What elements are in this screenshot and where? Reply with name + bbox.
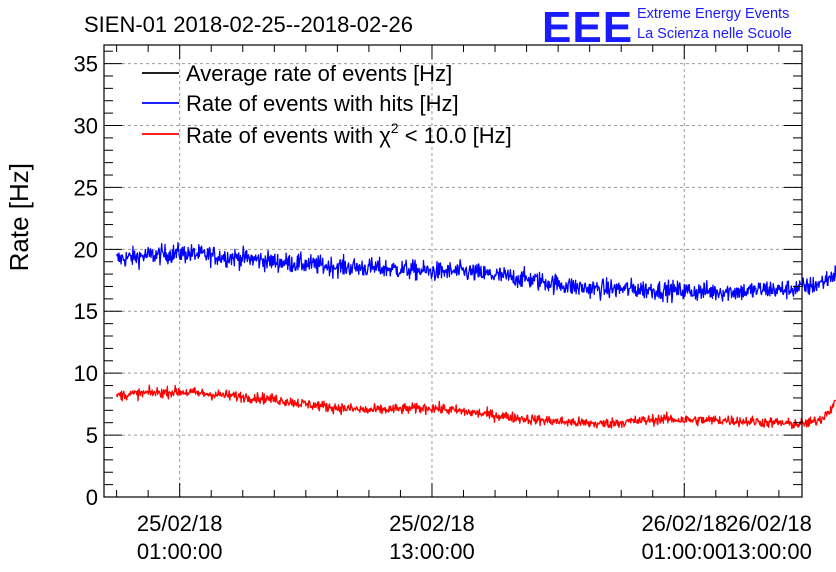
logo-line-1: Extreme Energy Events bbox=[637, 6, 789, 22]
chart-title: SIEN-01 2018-02-25--2018-02-26 bbox=[84, 12, 413, 37]
logo-mark: EEE bbox=[542, 3, 633, 52]
axes bbox=[103, 44, 803, 498]
y-tick-label: 30 bbox=[74, 113, 98, 138]
x-tick-label-date: 26/02/18 bbox=[641, 511, 727, 536]
y-tick-labels: 0 5 10 15 20 25 30 35 bbox=[74, 52, 98, 510]
x-tick-labels: 25/02/18 01:00:00 25/02/18 13:00:00 26/02/18… bbox=[137, 511, 812, 564]
x-tick-label-time: 13:00:00 bbox=[726, 539, 812, 564]
x-tick-label-time: 01:00:00 bbox=[137, 539, 223, 564]
y-axis-label: Rate [Hz] bbox=[4, 163, 34, 271]
x-tick-label-time: 01:00:00 bbox=[641, 539, 727, 564]
legend-label-chi2: Rate of events with χ2 < 10.0 [Hz] bbox=[186, 120, 512, 148]
grid-lines bbox=[104, 45, 802, 497]
y-tick-label: 15 bbox=[74, 299, 98, 324]
y-tick-label: 25 bbox=[74, 175, 98, 200]
legend-label-hits: Rate of events with hits [Hz] bbox=[186, 91, 459, 116]
series-lines bbox=[115, 242, 836, 430]
x-tick-label-date: 26/02/18 bbox=[726, 511, 812, 536]
y-tick-label: 5 bbox=[86, 423, 98, 448]
y-tick-label: 0 bbox=[86, 485, 98, 510]
logo-line-2: La Scienza nelle Scuole bbox=[637, 26, 792, 42]
x-tick-label-date: 25/02/18 bbox=[137, 511, 223, 536]
y-tick-label: 20 bbox=[74, 237, 98, 262]
x-tick-label-date: 25/02/18 bbox=[389, 511, 475, 536]
series-chi2 bbox=[115, 384, 836, 430]
legend: Average rate of events [Hz] Rate of even… bbox=[142, 61, 512, 148]
x-tick-label-time: 13:00:00 bbox=[389, 539, 475, 564]
y-tick-label: 35 bbox=[74, 52, 98, 77]
series-hits bbox=[115, 242, 836, 304]
eee-logo: EEE Extreme Energy Events La Scienza nel… bbox=[542, 3, 792, 52]
plot-frame bbox=[103, 44, 803, 498]
legend-label-average: Average rate of events [Hz] bbox=[186, 61, 452, 86]
y-tick-label: 10 bbox=[74, 361, 98, 386]
